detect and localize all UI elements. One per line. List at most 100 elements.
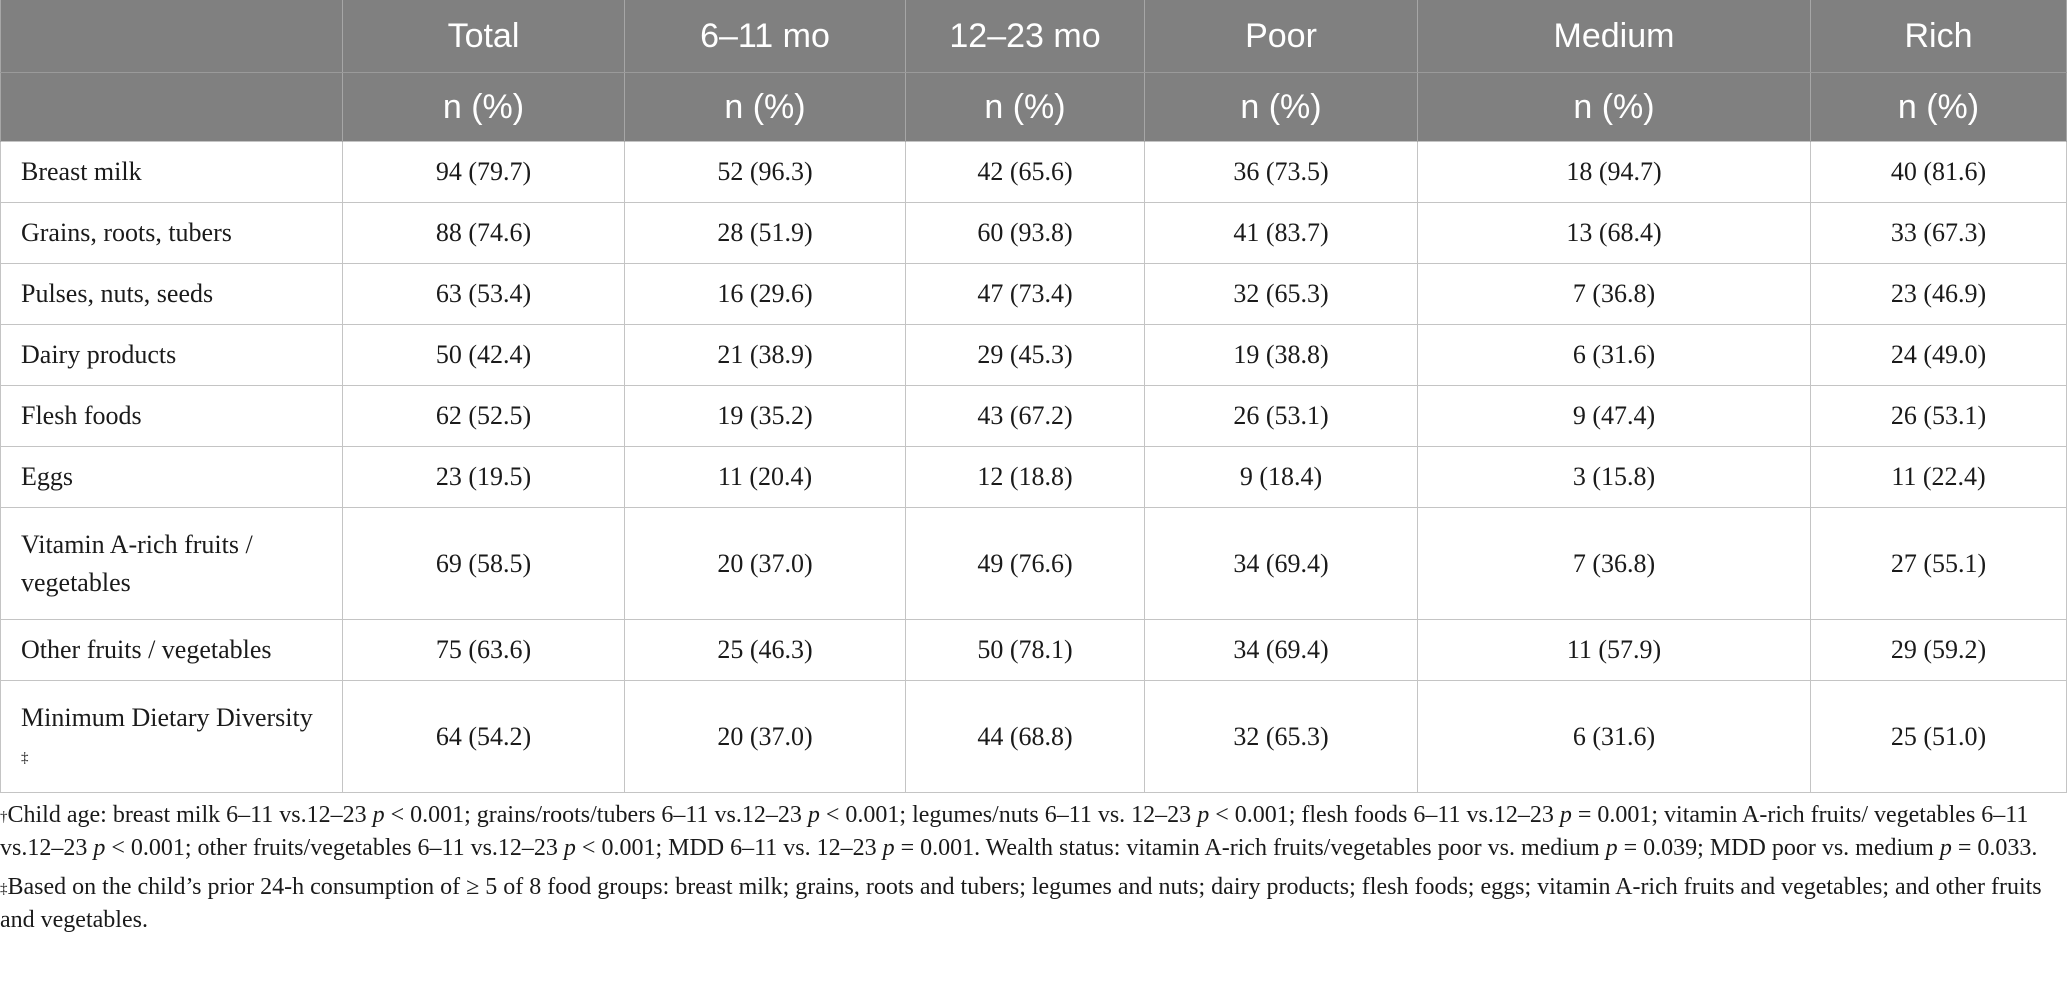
footnote-text-ddagger: Based on the child’s prior 24-h consumpt… xyxy=(0,874,2042,933)
cell-age-12-23: 49 (76.6) xyxy=(905,507,1145,620)
row-label: Pulses, nuts, seeds xyxy=(0,263,343,325)
cell-rich: 33 (67.3) xyxy=(1810,202,2067,264)
footnote-text-segment: = 0.039; MDD poor vs. medium xyxy=(1617,835,1940,861)
p-value-symbol: p xyxy=(93,835,106,861)
cell-poor: 19 (38.8) xyxy=(1144,324,1418,386)
cell-age-6-11: 52 (96.3) xyxy=(624,141,906,203)
header-cell-blank xyxy=(0,0,343,73)
cell-age-6-11: 25 (46.3) xyxy=(624,619,906,681)
row-label-text: Eggs xyxy=(21,462,73,491)
cell-age-6-11: 19 (35.2) xyxy=(624,385,906,447)
cell-age-6-11: 28 (51.9) xyxy=(624,202,906,264)
footnote-text-segment: < 0.001; legumes/nuts 6–11 vs. 12–23 xyxy=(819,802,1198,828)
cell-age-12-23: 42 (65.6) xyxy=(905,141,1145,203)
footnote-dagger: †Child age: breast milk 6–11 vs.12–23 p … xyxy=(0,799,2060,865)
cell-rich: 25 (51.0) xyxy=(1810,680,2067,793)
cell-medium: 6 (31.6) xyxy=(1417,680,1811,793)
row-label-text: Dairy products xyxy=(21,340,177,369)
table-header: Total 6–11 mo 12–23 mo Poor Medium Rich … xyxy=(0,0,2067,142)
header-unit-medium: n (%) xyxy=(1417,72,1811,142)
cell-age-12-23: 44 (68.8) xyxy=(905,680,1145,793)
table-row: Vitamin A-rich fruits / vegetables 69 (58… xyxy=(0,507,2067,620)
p-value-symbol: p xyxy=(1559,802,1572,828)
footnote-text-segment: < 0.001; flesh foods 6–11 vs.12–23 xyxy=(1209,802,1560,828)
cell-total: 63 (53.4) xyxy=(342,263,625,325)
p-value-symbol: p xyxy=(882,835,895,861)
cell-medium: 7 (36.8) xyxy=(1417,507,1811,620)
header-unit-rich: n (%) xyxy=(1810,72,2067,142)
header-unit-age-12-23: n (%) xyxy=(905,72,1145,142)
footnote-marker-dagger: † xyxy=(0,809,8,825)
cell-rich: 11 (22.4) xyxy=(1810,446,2067,508)
cell-total: 88 (74.6) xyxy=(342,202,625,264)
cell-rich: 24 (49.0) xyxy=(1810,324,2067,386)
header-cell-age-12-23: 12–23 mo xyxy=(905,0,1145,73)
header-unit-total: n (%) xyxy=(342,72,625,142)
cell-medium: 11 (57.9) xyxy=(1417,619,1811,681)
header-row-units: n (%) n (%) n (%) n (%) n (%) n (%) xyxy=(0,72,2067,142)
row-label: Breast milk xyxy=(0,141,343,203)
cell-age-12-23: 50 (78.1) xyxy=(905,619,1145,681)
cell-age-12-23: 47 (73.4) xyxy=(905,263,1145,325)
cell-age-6-11: 20 (37.0) xyxy=(624,680,906,793)
header-cell-age-6-11: 6–11 mo xyxy=(624,0,906,73)
table-footnotes: †Child age: breast milk 6–11 vs.12–23 p … xyxy=(0,793,2060,937)
cell-rich: 27 (55.1) xyxy=(1810,507,2067,620)
cell-poor: 32 (65.3) xyxy=(1144,263,1418,325)
cell-age-12-23: 12 (18.8) xyxy=(905,446,1145,508)
cell-medium: 18 (94.7) xyxy=(1417,141,1811,203)
row-label-text: Pulses, nuts, seeds xyxy=(21,279,214,308)
cell-age-6-11: 21 (38.9) xyxy=(624,324,906,386)
footnote-text-segment: Based on the child’s prior 24-h consumpt… xyxy=(0,874,2042,933)
row-label: Eggs xyxy=(0,446,343,508)
cell-poor: 34 (69.4) xyxy=(1144,507,1418,620)
row-label: Flesh foods xyxy=(0,385,343,447)
footnote-marker-ddagger: ‡ xyxy=(0,881,8,897)
row-label-marker: ‡ xyxy=(21,749,29,766)
header-cell-total: Total xyxy=(342,0,625,73)
table-row: Breast milk 94 (79.7) 52 (96.3) 42 (65.6) 36… xyxy=(0,141,2067,203)
cell-total: 94 (79.7) xyxy=(342,141,625,203)
cell-medium: 9 (47.4) xyxy=(1417,385,1811,447)
header-row-groups: Total 6–11 mo 12–23 mo Poor Medium Rich xyxy=(0,0,2067,73)
cell-rich: 29 (59.2) xyxy=(1810,619,2067,681)
row-label: Dairy products xyxy=(0,324,343,386)
row-label-text: Flesh foods xyxy=(21,401,142,430)
cell-total: 23 (19.5) xyxy=(342,446,625,508)
cell-age-6-11: 16 (29.6) xyxy=(624,263,906,325)
cell-rich: 40 (81.6) xyxy=(1810,141,2067,203)
p-value-symbol: p xyxy=(372,802,385,828)
cell-total: 50 (42.4) xyxy=(342,324,625,386)
table-row: Dairy products 50 (42.4) 21 (38.9) 29 (45.3… xyxy=(0,324,2067,386)
footnote-text-dagger: Child age: breast milk 6–11 vs.12–23 p <… xyxy=(0,802,2037,861)
row-label-text: Grains, roots, tubers xyxy=(21,218,232,247)
cell-poor: 36 (73.5) xyxy=(1144,141,1418,203)
table-row: Eggs 23 (19.5) 11 (20.4) 12 (18.8) 9 (18.4) 3… xyxy=(0,446,2067,508)
row-label-text: Vitamin A-rich fruits / vegetables xyxy=(21,529,253,597)
footnote-text-segment: Child age: breast milk 6–11 vs.12–23 xyxy=(7,802,373,828)
p-value-symbol: p xyxy=(1197,802,1210,828)
table-row: Flesh foods 62 (52.5) 19 (35.2) 43 (67.2) 26… xyxy=(0,385,2067,447)
header-unit-age-6-11: n (%) xyxy=(624,72,906,142)
footnote-text-segment: = 0.001. Wealth status: vitamin A-rich f… xyxy=(894,835,1606,861)
cell-medium: 13 (68.4) xyxy=(1417,202,1811,264)
cell-age-12-23: 43 (67.2) xyxy=(905,385,1145,447)
footnote-text-segment: = 0.001; vitamin A-rich fruits/ vegetabl… xyxy=(0,802,2029,861)
footnote-text-segment: < 0.001; grains/roots/tubers 6–11 vs.12–… xyxy=(384,802,808,828)
table-row: Pulses, nuts, seeds 63 (53.4) 16 (29.6) 47 … xyxy=(0,263,2067,325)
cell-poor: 26 (53.1) xyxy=(1144,385,1418,447)
row-label: Grains, roots, tubers xyxy=(0,202,343,264)
cell-age-6-11: 20 (37.0) xyxy=(624,507,906,620)
cell-rich: 23 (46.9) xyxy=(1810,263,2067,325)
cell-medium: 6 (31.6) xyxy=(1417,324,1811,386)
footnote-text-segment: < 0.001; other fruits/vegetables 6–11 vs… xyxy=(105,835,564,861)
row-label: Vitamin A-rich fruits / vegetables xyxy=(0,507,343,620)
row-label-text: Other fruits / vegetables xyxy=(21,635,272,664)
row-label: Other fruits / vegetables xyxy=(0,619,343,681)
cell-medium: 3 (15.8) xyxy=(1417,446,1811,508)
cell-poor: 32 (65.3) xyxy=(1144,680,1418,793)
header-cell-rich: Rich xyxy=(1810,0,2067,73)
cell-total: 75 (63.6) xyxy=(342,619,625,681)
p-value-symbol: p xyxy=(807,802,820,828)
cell-rich: 26 (53.1) xyxy=(1810,385,2067,447)
